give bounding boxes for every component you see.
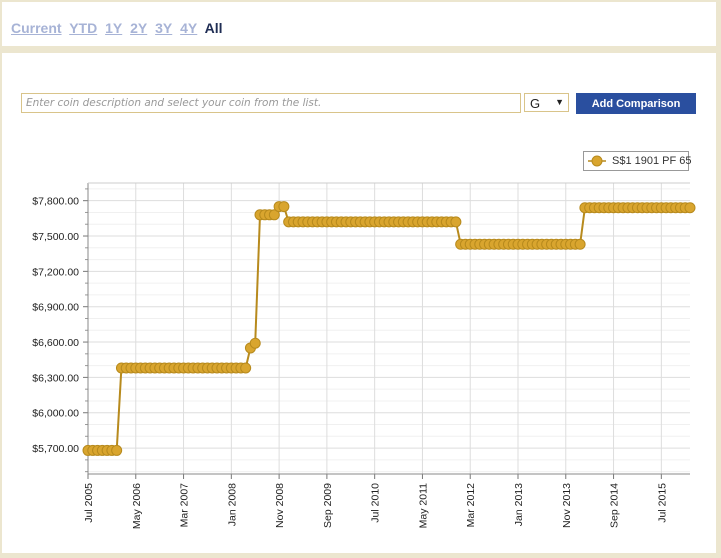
data-point	[684, 202, 696, 214]
x-tick-label: May 2011	[417, 483, 429, 528]
y-tick-label: $6,300.00	[32, 372, 79, 384]
x-tick-label: Mar 2007	[179, 483, 191, 528]
legend-series-label: S$1 1901 PF 65	[612, 155, 692, 167]
price-history-chart: $5,700.00 $6,000.00 $6,300.00 $6,600.00 $6,9…	[32, 182, 696, 529]
y-tick-label: $6,000.00	[32, 408, 79, 420]
tab-2y[interactable]: 2Y	[130, 20, 148, 36]
data-point	[574, 238, 586, 250]
data-point	[240, 362, 252, 374]
chart-legend[interactable]: S$1 1901 PF 65	[583, 151, 692, 171]
data-point	[268, 209, 280, 221]
y-tick-label: $6,600.00	[32, 337, 79, 349]
caret-down-icon: ▼	[555, 97, 564, 107]
chart-panel: G ▼ Add Comparison $5,700.00 $6,000.00 $6,…	[2, 53, 716, 553]
plot-area	[88, 183, 690, 474]
y-tick-label: $7,800.00	[32, 196, 79, 208]
tab-4y[interactable]: 4Y	[180, 20, 198, 36]
y-tick-label: $7,500.00	[32, 231, 79, 243]
y-tick-label: $5,700.00	[32, 443, 79, 455]
x-tick-label: Nov 2013	[561, 483, 573, 528]
tab-all[interactable]: All	[204, 20, 223, 36]
x-tick-label: Mar 2012	[465, 483, 477, 528]
tab-current[interactable]: Current	[11, 20, 62, 36]
grade-select-value: G	[530, 96, 541, 111]
data-point	[111, 444, 123, 456]
y-tick-label: $7,200.00	[32, 266, 79, 278]
tab-3y[interactable]: 3Y	[155, 20, 173, 36]
tab-ytd[interactable]: YTD	[69, 20, 98, 36]
data-point	[278, 201, 290, 213]
x-tick-label: Sep 2014	[609, 483, 621, 528]
x-tick-label: Jan 2013	[513, 483, 525, 526]
range-tab-bar: Current YTD 1Y 2Y 3Y 4Y All	[2, 2, 716, 46]
x-tick-label: May 2006	[131, 483, 143, 529]
add-comparison-button[interactable]: Add Comparison	[576, 93, 696, 114]
data-point	[450, 216, 462, 228]
y-tick-label: $6,900.00	[32, 302, 79, 314]
grade-select[interactable]: G ▼	[524, 93, 569, 112]
coin-search-input[interactable]	[21, 93, 521, 113]
range-tabs: Current YTD 1Y 2Y 3Y 4Y All	[11, 20, 227, 36]
legend-marker-icon	[588, 155, 606, 167]
x-tick-label: Jul 2005	[83, 483, 95, 523]
data-point	[249, 337, 261, 349]
x-tick-label: Jul 2010	[370, 483, 382, 523]
tab-1y[interactable]: 1Y	[105, 20, 123, 36]
x-tick-label: Jan 2008	[226, 483, 238, 526]
x-tick-label: Sep 2009	[322, 483, 334, 528]
x-tick-label: Jul 2015	[656, 483, 668, 523]
x-tick-label: Nov 2008	[274, 483, 286, 528]
